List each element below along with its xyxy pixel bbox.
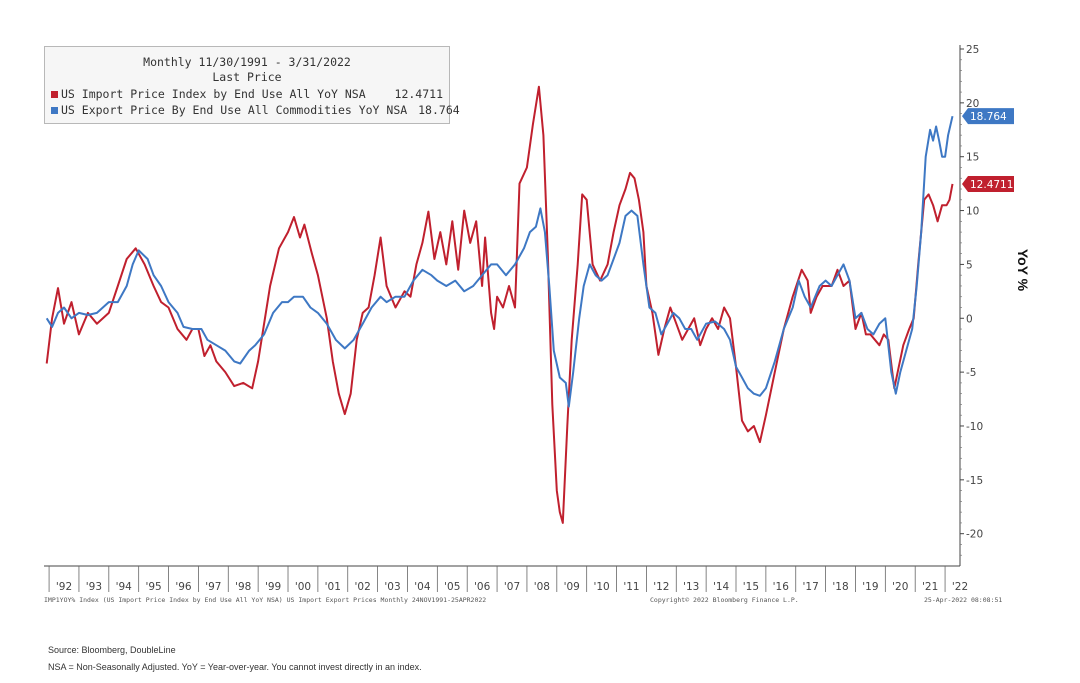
x-tick-label: '06 [474, 581, 491, 593]
x-tick-label: '08 [534, 581, 550, 593]
y-tick-label: 5 [966, 259, 973, 271]
x-tick-label: '10 [593, 581, 609, 593]
export-last-value-label: 18.764 [970, 111, 1007, 123]
source-line-right: 25-Apr-2022 08:08:51 [924, 596, 1003, 604]
legend-export-value: 18.764 [418, 103, 460, 117]
export-swatch [51, 107, 58, 114]
x-tick-label: '12 [653, 581, 669, 593]
y-tick-label: -15 [966, 475, 983, 487]
x-tick-label: '93 [86, 581, 102, 593]
import-last-value-label: 12.4711 [970, 179, 1013, 191]
y-tick-label: -20 [966, 529, 983, 541]
footer-source: Source: Bloomberg, DoubleLine [48, 645, 176, 655]
x-tick-label: '20 [892, 581, 908, 593]
y-tick-label: 0 [966, 313, 973, 325]
x-tick-label: '98 [235, 581, 251, 593]
y-tick-label: -10 [966, 421, 983, 433]
legend-import-name: US Import Price Index by End Use All YoY… [61, 87, 366, 101]
x-tick-label: '94 [116, 581, 133, 593]
x-tick-label: '21 [922, 581, 938, 593]
source-line-left: IMP1YOY% Index (US Import Price Index by… [44, 596, 487, 604]
x-tick-label: '96 [175, 581, 192, 593]
x-tick-label: '16 [773, 581, 790, 593]
x-tick-label: '00 [295, 581, 311, 593]
x-tick-label: '11 [623, 581, 639, 593]
y-axis-title: YoY % [1015, 249, 1031, 292]
legend-export-name: US Export Price By End Use All Commoditi… [61, 103, 408, 117]
x-tick-label: '18 [832, 581, 848, 593]
x-tick-label: '02 [355, 581, 371, 593]
y-tick-label: 10 [966, 206, 979, 218]
source-line-center: Copyright© 2022 Bloomberg Finance L.P. [650, 596, 799, 604]
x-tick-label: '97 [205, 581, 221, 593]
legend-range: Monthly 11/30/1991 - 3/31/2022 [143, 55, 351, 69]
legend-item-import: US Import Price Index by End Use All YoY… [51, 87, 443, 102]
y-tick-label: 25 [966, 44, 979, 56]
export-last-value-tag [962, 108, 1014, 125]
axis-layer: 25 20 15 10 5 0 -5 -10 -15 -20 YoY % '92 '93 '94 '95 '9… [44, 44, 1031, 593]
x-tick-label: '19 [862, 581, 878, 593]
x-tick-label: '01 [325, 581, 341, 593]
x-tick-label: '22 [952, 581, 968, 593]
legend-subtitle: Last Price [212, 70, 282, 84]
import-last-value-tag [962, 175, 1014, 192]
legend-import-value: 12.4711 [394, 87, 443, 101]
import-swatch [51, 91, 58, 98]
import-series-line [45, 85, 954, 524]
x-tick-label: '09 [564, 581, 580, 593]
x-tick-label: '92 [56, 581, 72, 593]
x-tick-label: '14 [713, 581, 730, 593]
x-tick-label: '07 [504, 581, 520, 593]
y-tick-label: -5 [966, 367, 976, 379]
series-layer [45, 85, 954, 524]
y-tick-label: 15 [966, 152, 979, 164]
x-tick-label: '99 [265, 581, 281, 593]
x-tick-label: '05 [444, 581, 460, 593]
x-tick-label: '13 [683, 581, 699, 593]
x-tick-label: '17 [803, 581, 819, 593]
x-tick-label: '03 [384, 581, 400, 593]
x-tick-label: '04 [414, 581, 431, 593]
legend: Monthly 11/30/1991 - 3/31/2022 Last Pric… [44, 46, 460, 124]
footer-note: NSA = Non-Seasonally Adjusted. YoY = Yea… [48, 662, 422, 672]
legend-item-export: US Export Price By End Use All Commoditi… [51, 103, 460, 118]
export-series-line [45, 115, 954, 408]
label-layer: 12.4711 18.764 [962, 108, 1014, 192]
x-tick-label: '95 [145, 581, 161, 593]
x-tick-label: '15 [743, 581, 759, 593]
y-tick-label: 20 [966, 98, 979, 110]
